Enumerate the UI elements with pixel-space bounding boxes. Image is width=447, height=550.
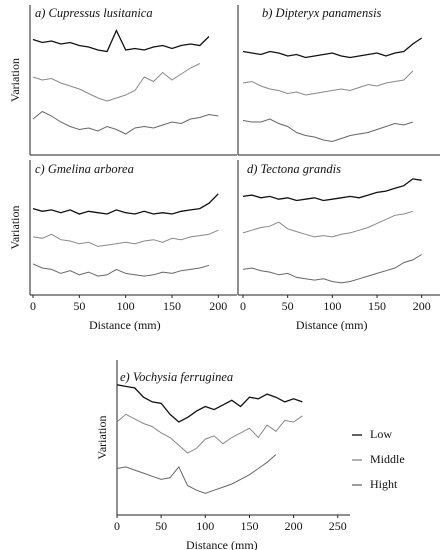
- y-axis-label: Variation: [8, 58, 22, 102]
- x-tick-label: 150: [240, 519, 258, 533]
- panel-title: a) Cupressus lusitanica: [35, 6, 153, 20]
- x-tick-label: 250: [329, 519, 347, 533]
- series-line: [242, 210, 413, 238]
- legend-label: Low: [370, 427, 392, 441]
- series-line: [116, 384, 303, 423]
- panel-title: b) Dipteryx panamensis: [262, 6, 382, 20]
- series-line: [242, 254, 422, 284]
- x-tick-label: 200: [209, 299, 227, 313]
- x-tick-label: 100: [323, 299, 341, 313]
- legend-label: Hight: [370, 477, 398, 491]
- series-line: [242, 118, 413, 143]
- x-axis-label: Distance (mm): [186, 538, 258, 550]
- panel-title: c) Gmelina arborea: [35, 162, 134, 176]
- series-line: [32, 28, 210, 53]
- x-tick-label: 50: [282, 299, 294, 313]
- series-line: [32, 229, 219, 247]
- y-axis-label: Variation: [8, 206, 22, 250]
- series-line: [32, 110, 219, 135]
- legend-label: Middle: [370, 452, 405, 466]
- x-tick-label: 200: [413, 299, 431, 313]
- x-tick-label: 100: [117, 299, 135, 313]
- panel-title: d) Tectona grandis: [247, 162, 341, 176]
- series-line: [32, 263, 210, 277]
- x-tick-label: 0: [240, 299, 246, 313]
- panel-title: e) Vochysia ferruginea: [120, 370, 233, 384]
- x-tick-label: 100: [196, 519, 214, 533]
- x-tick-label: 200: [285, 519, 303, 533]
- x-tick-label: 50: [155, 519, 167, 533]
- series-line: [116, 413, 303, 454]
- x-axis-label: Distance (mm): [296, 318, 368, 332]
- series-line: [242, 70, 414, 96]
- x-tick-label: 0: [114, 519, 120, 533]
- series-line: [32, 63, 201, 102]
- y-axis-label: Variation: [95, 416, 109, 460]
- x-axis-label: Distance (mm): [89, 318, 161, 332]
- x-tick-label: 150: [163, 299, 181, 313]
- series-line: [116, 454, 277, 494]
- x-tick-label: 150: [368, 299, 386, 313]
- series-line: [242, 37, 423, 59]
- series-line: [32, 193, 219, 215]
- x-tick-label: 0: [30, 299, 36, 313]
- series-line: [242, 178, 422, 202]
- x-tick-label: 50: [73, 299, 85, 313]
